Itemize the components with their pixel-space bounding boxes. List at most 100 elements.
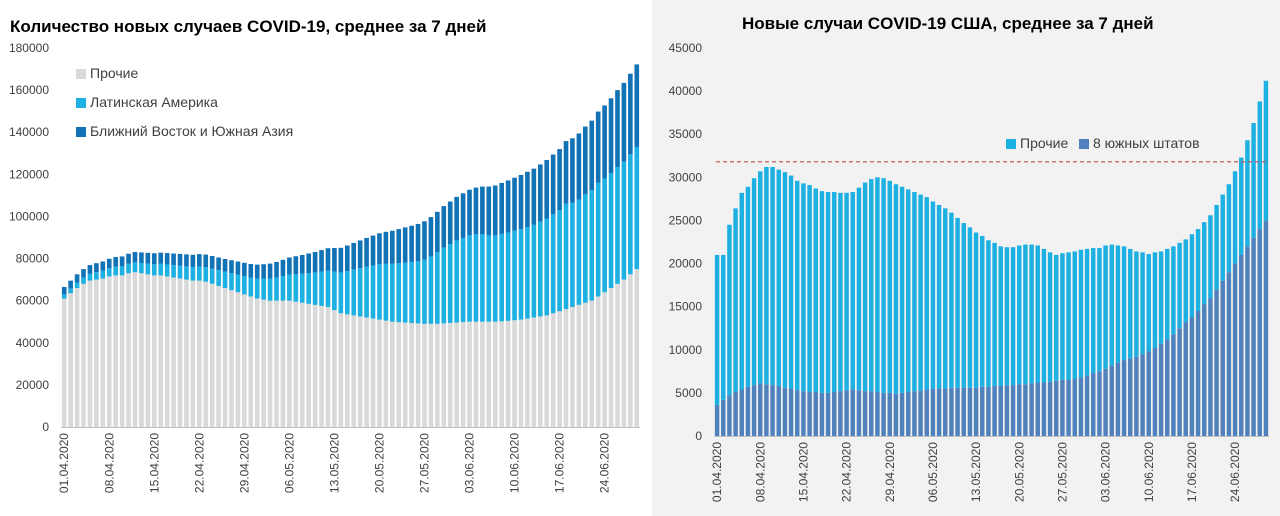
left-bar-series2 [254, 264, 260, 279]
right-bar-series0 [1245, 246, 1250, 436]
right-bar-series0 [1165, 339, 1170, 436]
left-legend-swatch [76, 127, 86, 137]
left-bar-series1 [100, 270, 106, 279]
left-bar-series1 [287, 274, 292, 301]
left-bar-series1 [615, 166, 620, 284]
right-bar-series0 [838, 391, 843, 436]
right-bar-series0 [992, 385, 997, 436]
right-legend-swatch [1079, 139, 1089, 149]
right-bar-series0 [1029, 383, 1034, 436]
left-bar-series2 [113, 257, 118, 267]
left-bar-series1 [583, 194, 588, 303]
right-ytick-label: 20000 [669, 257, 703, 271]
right-xtick-label: 13.05.2020 [969, 442, 983, 502]
right-bar-series1 [1202, 222, 1207, 305]
right-bar-series1 [856, 187, 862, 391]
left-ytick-label: 160000 [9, 83, 49, 97]
left-bar-series0 [608, 288, 614, 427]
left-bar-series2 [428, 217, 434, 257]
right-bar-series1 [1140, 252, 1145, 355]
left-bar-series0 [242, 294, 247, 427]
left-bar-series0 [351, 315, 357, 427]
right-bar-series1 [967, 227, 973, 388]
right-bar-series0 [1146, 351, 1151, 436]
left-bar-series2 [306, 253, 311, 274]
right-bar-series1 [973, 232, 979, 388]
right-bar-series0 [1041, 382, 1047, 436]
right-bar-series0 [1078, 377, 1084, 436]
left-bar-series2 [261, 264, 266, 279]
left-bar-series0 [306, 303, 311, 427]
right-bar-series1 [887, 180, 892, 393]
left-bar-series0 [441, 323, 447, 427]
left-bar-series1 [608, 173, 614, 289]
right-bar-series1 [1146, 254, 1151, 352]
left-bar-series0 [106, 276, 112, 427]
right-xtick-label: 15.04.2020 [796, 442, 810, 502]
left-bar-series2 [383, 231, 389, 264]
left-xtick-label: 13.05.2020 [327, 433, 341, 493]
left-bar-series0 [293, 301, 299, 427]
left-bar-series2 [370, 235, 376, 266]
left-xtick-label: 10.06.2020 [508, 433, 522, 493]
left-bar-series2 [158, 252, 164, 264]
left-bar-series0 [261, 299, 266, 427]
left-bar-series1 [628, 154, 633, 275]
right-bar-series0 [1109, 365, 1114, 436]
right-bar-series1 [1239, 157, 1244, 255]
left-bar-series2 [190, 254, 196, 267]
right-bar-series0 [782, 387, 788, 436]
right-bar-series0 [844, 390, 849, 436]
left-bar-series0 [164, 276, 170, 427]
right-bar-series1 [943, 208, 948, 389]
left-bar-series1 [338, 272, 344, 314]
left-bar-series1 [563, 203, 569, 310]
left-ytick-label: 20000 [16, 378, 50, 392]
right-bar-series1 [1103, 245, 1108, 369]
right-bar-series1 [782, 172, 788, 388]
right-bar-series0 [893, 393, 899, 436]
left-bar-series2 [164, 253, 170, 265]
right-bar-series1 [906, 189, 911, 393]
left-bar-series0 [319, 305, 324, 427]
right-bar-series0 [899, 392, 905, 436]
left-bar-series1 [235, 274, 241, 293]
right-xtick-label: 17.06.2020 [1185, 442, 1199, 502]
left-bar-series2 [467, 189, 472, 236]
left-bar-series1 [415, 261, 421, 324]
left-bar-series2 [293, 256, 299, 275]
left-bar-series1 [312, 272, 318, 305]
right-bar-series0 [1226, 272, 1232, 436]
right-bar-series0 [1066, 379, 1071, 436]
left-bar-series2 [299, 254, 305, 274]
left-bar-series1 [454, 240, 459, 323]
left-bar-series0 [615, 283, 620, 427]
left-bar-series1 [184, 266, 189, 280]
left-bar-series1 [576, 199, 582, 305]
left-bar-series0 [61, 298, 67, 427]
right-bar-series1 [1214, 204, 1219, 290]
left-bar-series1 [351, 269, 357, 316]
left-bar-series1 [634, 146, 640, 270]
left-bar-series0 [390, 321, 395, 427]
right-bar-series1 [980, 235, 985, 387]
left-legend-label: Латинская Америка [90, 94, 218, 110]
left-bar-series1 [87, 273, 93, 281]
right-bar-series0 [955, 387, 960, 436]
left-bar-series0 [467, 321, 472, 427]
left-bar-series2 [628, 73, 633, 155]
left-bar-series2 [216, 257, 221, 271]
left-bar-series0 [563, 309, 569, 427]
left-bar-series2 [171, 253, 176, 266]
left-bar-series1 [203, 267, 209, 282]
right-bar-series0 [1189, 317, 1195, 436]
left-bar-series0 [229, 290, 234, 427]
right-ytick-label: 10000 [669, 343, 703, 357]
right-ytick-label: 25000 [669, 213, 703, 227]
left-bar-series1 [151, 264, 157, 276]
left-bar-series2 [447, 201, 453, 245]
right-bar-series0 [764, 384, 769, 436]
left-bar-series2 [415, 224, 421, 262]
right-bar-series1 [1263, 80, 1269, 221]
right-bar-series1 [850, 191, 855, 390]
